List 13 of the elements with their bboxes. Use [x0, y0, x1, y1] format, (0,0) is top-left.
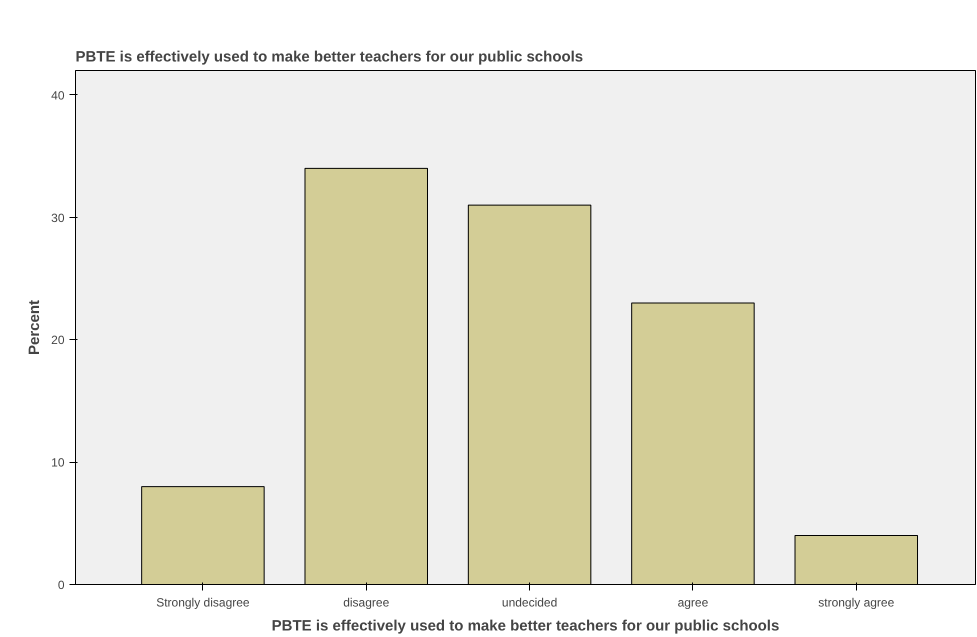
chart-title: PBTE is effectively used to make better teachers for our public schools — [76, 48, 584, 66]
y-tick-label: 20 — [51, 333, 65, 348]
y-axis-title: Percent — [26, 300, 44, 356]
x-tick-label: Strongly disagree — [156, 596, 250, 610]
x-tick-label: strongly agree — [818, 596, 895, 610]
x-axis-title: PBTE is effectively used to make better teachers for our public schools — [272, 618, 780, 634]
y-tick-label: 0 — [58, 578, 65, 592]
x-tick-label: agree — [678, 596, 709, 610]
y-tick-label: 30 — [51, 210, 65, 225]
x-tick-label: disagree — [343, 596, 390, 610]
y-tick-label: 40 — [51, 88, 65, 102]
y-tick-label: 10 — [51, 456, 65, 470]
x-tick-label: undecided — [502, 596, 558, 610]
